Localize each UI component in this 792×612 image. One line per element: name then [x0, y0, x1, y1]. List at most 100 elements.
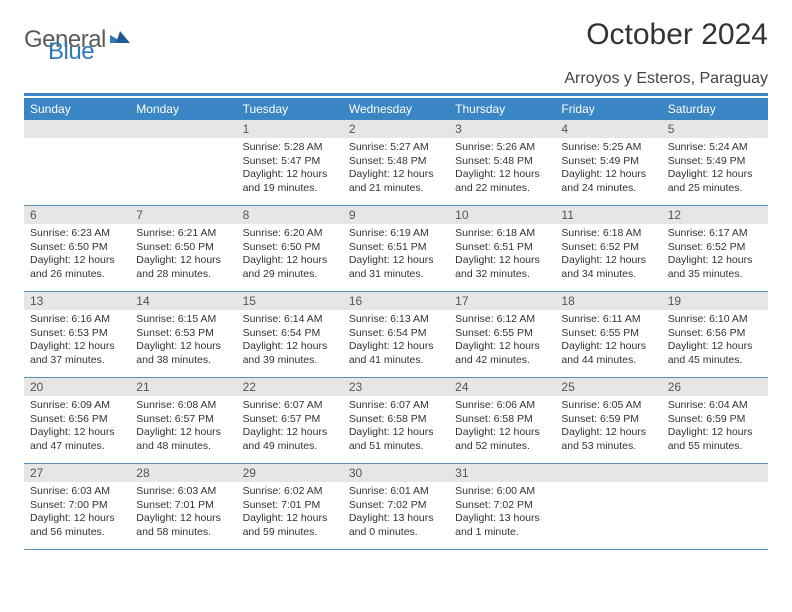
day-number: 6 — [24, 206, 130, 224]
day-number: 13 — [24, 292, 130, 310]
day-info: Sunrise: 6:16 AMSunset: 6:53 PMDaylight:… — [24, 310, 130, 372]
location-text: Arroyos y Esteros, Paraguay — [564, 70, 768, 88]
day-number: . — [555, 464, 661, 482]
day-info: Sunrise: 5:26 AMSunset: 5:48 PMDaylight:… — [449, 138, 555, 200]
day-info: Sunrise: 5:24 AMSunset: 5:49 PMDaylight:… — [662, 138, 768, 200]
day-number: 10 — [449, 206, 555, 224]
calendar-cell: 30Sunrise: 6:01 AMSunset: 7:02 PMDayligh… — [343, 464, 449, 550]
weekday-label: Thursday — [449, 98, 555, 120]
day-number: . — [130, 120, 236, 138]
location-bar: Arroyos y Esteros, Paraguay — [24, 70, 768, 96]
day-info: Sunrise: 6:14 AMSunset: 6:54 PMDaylight:… — [237, 310, 343, 372]
day-info: Sunrise: 6:18 AMSunset: 6:51 PMDaylight:… — [449, 224, 555, 286]
calendar-cell: 5Sunrise: 5:24 AMSunset: 5:49 PMDaylight… — [662, 120, 768, 206]
day-info: Sunrise: 6:23 AMSunset: 6:50 PMDaylight:… — [24, 224, 130, 286]
day-number: 12 — [662, 206, 768, 224]
calendar-cell: 2Sunrise: 5:27 AMSunset: 5:48 PMDaylight… — [343, 120, 449, 206]
day-info: Sunrise: 6:12 AMSunset: 6:55 PMDaylight:… — [449, 310, 555, 372]
calendar-cell: 20Sunrise: 6:09 AMSunset: 6:56 PMDayligh… — [24, 378, 130, 464]
day-number: 4 — [555, 120, 661, 138]
day-info: Sunrise: 6:00 AMSunset: 7:02 PMDaylight:… — [449, 482, 555, 544]
day-info: Sunrise: 6:20 AMSunset: 6:50 PMDaylight:… — [237, 224, 343, 286]
day-number: 21 — [130, 378, 236, 396]
calendar-weekday-header: SundayMondayTuesdayWednesdayThursdayFrid… — [24, 98, 768, 120]
calendar-cell: .. — [24, 120, 130, 206]
day-number: 9 — [343, 206, 449, 224]
day-info: Sunrise: 6:07 AMSunset: 6:57 PMDaylight:… — [237, 396, 343, 458]
day-number: 25 — [555, 378, 661, 396]
calendar-cell: 17Sunrise: 6:12 AMSunset: 6:55 PMDayligh… — [449, 292, 555, 378]
calendar: SundayMondayTuesdayWednesdayThursdayFrid… — [24, 98, 768, 550]
day-number: 27 — [24, 464, 130, 482]
calendar-cell: 9Sunrise: 6:19 AMSunset: 6:51 PMDaylight… — [343, 206, 449, 292]
calendar-cell: .. — [130, 120, 236, 206]
calendar-cell: 11Sunrise: 6:18 AMSunset: 6:52 PMDayligh… — [555, 206, 661, 292]
day-number: 17 — [449, 292, 555, 310]
day-number: 23 — [343, 378, 449, 396]
day-info: Sunrise: 6:05 AMSunset: 6:59 PMDaylight:… — [555, 396, 661, 458]
day-number: 29 — [237, 464, 343, 482]
day-info: Sunrise: 6:06 AMSunset: 6:58 PMDaylight:… — [449, 396, 555, 458]
day-number: 26 — [662, 378, 768, 396]
day-number: 5 — [662, 120, 768, 138]
day-number: 18 — [555, 292, 661, 310]
day-number: 2 — [343, 120, 449, 138]
day-info: Sunrise: 6:10 AMSunset: 6:56 PMDaylight:… — [662, 310, 768, 372]
weekday-label: Tuesday — [237, 98, 343, 120]
calendar-cell: 29Sunrise: 6:02 AMSunset: 7:01 PMDayligh… — [237, 464, 343, 550]
day-number: 14 — [130, 292, 236, 310]
calendar-cell: 13Sunrise: 6:16 AMSunset: 6:53 PMDayligh… — [24, 292, 130, 378]
calendar-cell: 4Sunrise: 5:25 AMSunset: 5:49 PMDaylight… — [555, 120, 661, 206]
day-info: Sunrise: 6:01 AMSunset: 7:02 PMDaylight:… — [343, 482, 449, 544]
brand-accent-wrap: Blue — [48, 38, 768, 66]
day-number: 15 — [237, 292, 343, 310]
day-number: 31 — [449, 464, 555, 482]
day-number: 19 — [662, 292, 768, 310]
calendar-cell: .. — [662, 464, 768, 550]
calendar-cell: 6Sunrise: 6:23 AMSunset: 6:50 PMDaylight… — [24, 206, 130, 292]
calendar-cell: 1Sunrise: 5:28 AMSunset: 5:47 PMDaylight… — [237, 120, 343, 206]
weekday-label: Friday — [555, 98, 661, 120]
weekday-label: Sunday — [24, 98, 130, 120]
calendar-cell: 7Sunrise: 6:21 AMSunset: 6:50 PMDaylight… — [130, 206, 236, 292]
calendar-cell: 23Sunrise: 6:07 AMSunset: 6:58 PMDayligh… — [343, 378, 449, 464]
day-info: Sunrise: 6:21 AMSunset: 6:50 PMDaylight:… — [130, 224, 236, 286]
day-number: 8 — [237, 206, 343, 224]
calendar-cell: 19Sunrise: 6:10 AMSunset: 6:56 PMDayligh… — [662, 292, 768, 378]
day-info: Sunrise: 5:25 AMSunset: 5:49 PMDaylight:… — [555, 138, 661, 200]
day-info: Sunrise: 6:04 AMSunset: 6:59 PMDaylight:… — [662, 396, 768, 458]
calendar-cell: 15Sunrise: 6:14 AMSunset: 6:54 PMDayligh… — [237, 292, 343, 378]
day-number: 20 — [24, 378, 130, 396]
calendar-cell: 27Sunrise: 6:03 AMSunset: 7:00 PMDayligh… — [24, 464, 130, 550]
calendar-cell: 28Sunrise: 6:03 AMSunset: 7:01 PMDayligh… — [130, 464, 236, 550]
day-info: Sunrise: 6:13 AMSunset: 6:54 PMDaylight:… — [343, 310, 449, 372]
day-number: 11 — [555, 206, 661, 224]
day-number: 22 — [237, 378, 343, 396]
calendar-cell: 14Sunrise: 6:15 AMSunset: 6:53 PMDayligh… — [130, 292, 236, 378]
calendar-cell: 3Sunrise: 5:26 AMSunset: 5:48 PMDaylight… — [449, 120, 555, 206]
day-number: . — [24, 120, 130, 138]
day-info: Sunrise: 6:03 AMSunset: 7:01 PMDaylight:… — [130, 482, 236, 544]
weekday-label: Monday — [130, 98, 236, 120]
calendar-cell: 18Sunrise: 6:11 AMSunset: 6:55 PMDayligh… — [555, 292, 661, 378]
calendar-cell: 25Sunrise: 6:05 AMSunset: 6:59 PMDayligh… — [555, 378, 661, 464]
day-info: Sunrise: 6:09 AMSunset: 6:56 PMDaylight:… — [24, 396, 130, 458]
day-info: Sunrise: 5:28 AMSunset: 5:47 PMDaylight:… — [237, 138, 343, 200]
weekday-label: Saturday — [662, 98, 768, 120]
day-info: Sunrise: 6:03 AMSunset: 7:00 PMDaylight:… — [24, 482, 130, 544]
calendar-cell: 21Sunrise: 6:08 AMSunset: 6:57 PMDayligh… — [130, 378, 236, 464]
calendar-cell: 12Sunrise: 6:17 AMSunset: 6:52 PMDayligh… — [662, 206, 768, 292]
calendar-cell: 22Sunrise: 6:07 AMSunset: 6:57 PMDayligh… — [237, 378, 343, 464]
day-info: Sunrise: 5:27 AMSunset: 5:48 PMDaylight:… — [343, 138, 449, 200]
day-number: 7 — [130, 206, 236, 224]
calendar-cell: 26Sunrise: 6:04 AMSunset: 6:59 PMDayligh… — [662, 378, 768, 464]
day-info: Sunrise: 6:19 AMSunset: 6:51 PMDaylight:… — [343, 224, 449, 286]
day-info: Sunrise: 6:02 AMSunset: 7:01 PMDaylight:… — [237, 482, 343, 544]
location-rule — [24, 93, 768, 96]
day-number: 3 — [449, 120, 555, 138]
day-number: 16 — [343, 292, 449, 310]
calendar-cell: 24Sunrise: 6:06 AMSunset: 6:58 PMDayligh… — [449, 378, 555, 464]
day-number: 28 — [130, 464, 236, 482]
calendar-cell: 31Sunrise: 6:00 AMSunset: 7:02 PMDayligh… — [449, 464, 555, 550]
day-number: 1 — [237, 120, 343, 138]
